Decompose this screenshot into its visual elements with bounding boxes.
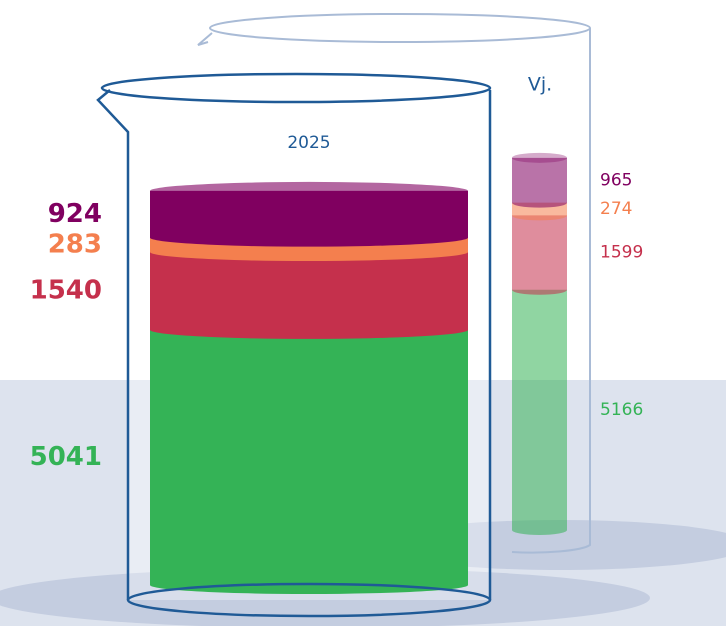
back-glass bbox=[197, 13, 591, 554]
back-beaker bbox=[512, 152, 567, 535]
segment bbox=[512, 202, 567, 221]
segment-top bbox=[512, 152, 567, 163]
category-label: Vj. bbox=[528, 74, 552, 96]
segment bbox=[150, 329, 468, 594]
value-label: 274 bbox=[600, 199, 632, 219]
front-beaker bbox=[150, 181, 468, 594]
segment bbox=[150, 190, 468, 247]
segment bbox=[150, 252, 468, 339]
segment-top bbox=[150, 181, 468, 200]
value-label: 283 bbox=[48, 229, 102, 259]
segment bbox=[512, 215, 567, 295]
category-label: 2025 bbox=[287, 133, 330, 153]
value-label: 1599 bbox=[600, 243, 643, 263]
value-label: 1540 bbox=[30, 275, 102, 305]
value-label: 965 bbox=[600, 170, 632, 190]
value-label: 5041 bbox=[30, 442, 102, 472]
segment bbox=[512, 289, 567, 535]
value-label: 924 bbox=[48, 199, 102, 229]
value-label: 5166 bbox=[600, 400, 643, 420]
front-glass bbox=[96, 72, 492, 618]
segment bbox=[512, 157, 567, 208]
